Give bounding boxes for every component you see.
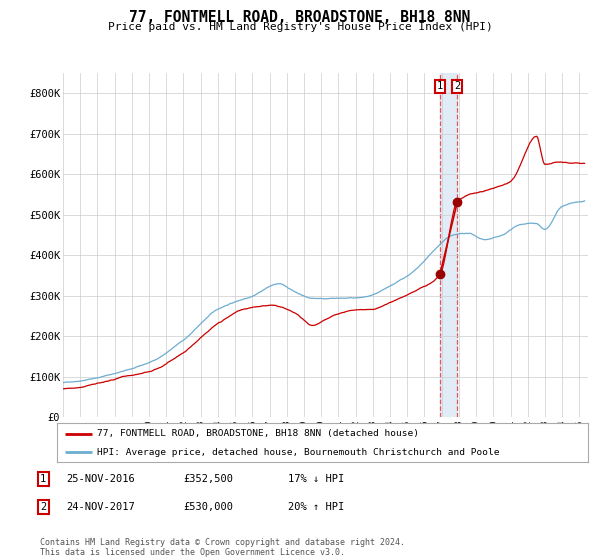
Text: 77, FONTMELL ROAD, BROADSTONE, BH18 8NN: 77, FONTMELL ROAD, BROADSTONE, BH18 8NN (130, 10, 470, 25)
Text: 20% ↑ HPI: 20% ↑ HPI (288, 502, 344, 512)
Text: 2: 2 (454, 81, 460, 91)
Text: 17% ↓ HPI: 17% ↓ HPI (288, 474, 344, 484)
Bar (440, 73, 457, 417)
Text: 25-NOV-2016: 25-NOV-2016 (66, 474, 135, 484)
Text: 2: 2 (40, 502, 46, 512)
Text: 24-NOV-2017: 24-NOV-2017 (66, 502, 135, 512)
Text: Price paid vs. HM Land Registry's House Price Index (HPI): Price paid vs. HM Land Registry's House … (107, 22, 493, 32)
Text: £530,000: £530,000 (183, 502, 233, 512)
Text: 1: 1 (40, 474, 46, 484)
Text: 77, FONTMELL ROAD, BROADSTONE, BH18 8NN (detached house): 77, FONTMELL ROAD, BROADSTONE, BH18 8NN … (97, 430, 419, 438)
Text: £352,500: £352,500 (183, 474, 233, 484)
Text: 1: 1 (437, 81, 443, 91)
Text: HPI: Average price, detached house, Bournemouth Christchurch and Poole: HPI: Average price, detached house, Bour… (97, 447, 499, 457)
Text: Contains HM Land Registry data © Crown copyright and database right 2024.
This d: Contains HM Land Registry data © Crown c… (40, 538, 405, 557)
